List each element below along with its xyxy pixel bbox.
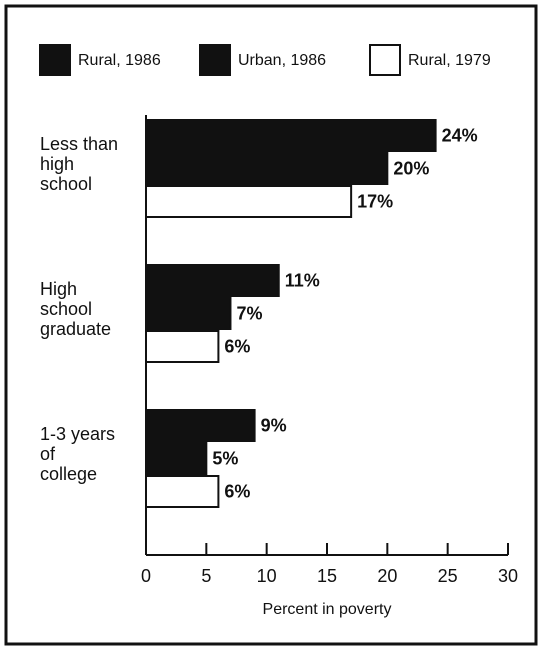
x-tick-label: 30 — [498, 566, 518, 586]
bar — [145, 152, 389, 185]
x-tick-label: 20 — [377, 566, 397, 586]
bar — [145, 297, 232, 330]
value-label: 6% — [224, 336, 250, 356]
value-label: 9% — [261, 415, 287, 435]
category-label: Less than high school — [40, 134, 119, 194]
legend-swatch — [199, 44, 231, 76]
bar — [145, 442, 208, 475]
legend-swatch — [369, 44, 401, 76]
legend-label: Rural, 1979 — [408, 52, 491, 69]
bar — [145, 264, 280, 297]
value-label: 11% — [285, 270, 320, 290]
value-label: 20% — [393, 158, 429, 178]
value-label: 24% — [442, 125, 478, 145]
value-label: 5% — [212, 448, 238, 468]
x-tick-label: 10 — [257, 566, 277, 586]
x-tick-label: 25 — [438, 566, 458, 586]
bar — [145, 330, 220, 363]
x-tick-label: 0 — [141, 566, 151, 586]
category-label: 1-3 years of college — [40, 424, 116, 484]
value-label: 6% — [224, 481, 250, 501]
bar — [145, 185, 353, 218]
frame — [4, 4, 538, 646]
bar — [145, 119, 437, 152]
legend-label: Rural, 1986 — [78, 52, 161, 69]
value-label: 17% — [357, 191, 393, 211]
x-axis-label: Percent in poverty — [263, 601, 392, 618]
x-tick-label: 5 — [201, 566, 211, 586]
bar — [145, 475, 220, 508]
x-tick-label: 15 — [317, 566, 337, 586]
legend-swatch — [39, 44, 71, 76]
bar — [145, 409, 256, 442]
value-label: 7% — [236, 303, 262, 323]
category-label: High school graduate — [40, 279, 112, 339]
legend-label: Urban, 1986 — [238, 52, 326, 69]
